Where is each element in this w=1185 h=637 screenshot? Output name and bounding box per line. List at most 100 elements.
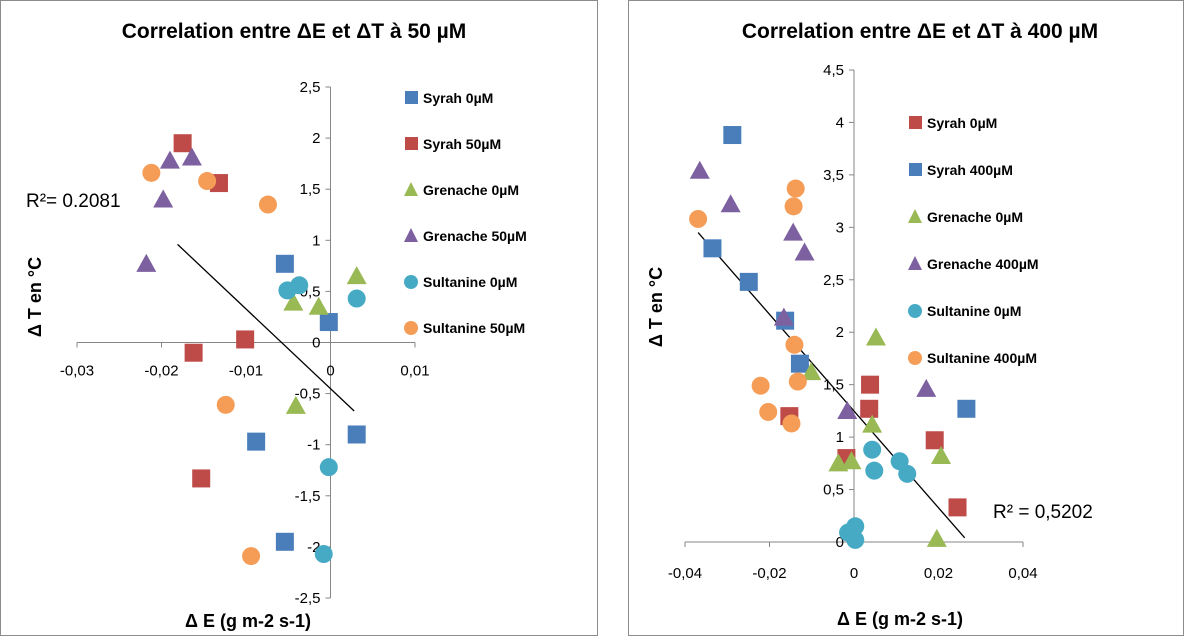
data-point-triangle: [689, 160, 710, 179]
data-point-circle: [846, 517, 865, 536]
r-squared-label: R²= 0.2081: [26, 191, 121, 212]
y-axis-title: Δ T en °C: [25, 257, 45, 337]
data-point-circle: [846, 530, 865, 549]
data-point-circle: [863, 440, 882, 459]
legend-label: Syrah 0µM: [423, 90, 493, 106]
x-tick-label: 0,02: [924, 565, 953, 582]
legend-label: Sultanine 0µM: [423, 274, 517, 290]
trendline: [177, 243, 355, 412]
data-point-triangle: [865, 327, 886, 346]
x-tick-label: 0: [326, 363, 334, 380]
data-point-triangle: [136, 253, 157, 272]
data-point-triangle: [308, 296, 329, 315]
x-tick-label: -0,02: [752, 565, 786, 582]
data-point-triangle: [153, 189, 174, 208]
data-point-circle: [751, 376, 770, 395]
data-point-circle: [785, 335, 804, 354]
legend-marker-triangle: [908, 209, 922, 223]
x-tick-label: -0,04: [668, 565, 702, 582]
data-point-circle: [216, 395, 235, 414]
data-point-circle: [689, 209, 708, 228]
y-tick-label: 2,5: [300, 79, 321, 96]
data-point-circle: [258, 195, 277, 214]
data-point-circle: [788, 372, 807, 391]
legend-marker-triangle: [404, 228, 418, 242]
x-tick-label: 0,01: [400, 363, 429, 380]
legend-label: Grenache 0µM: [423, 182, 519, 198]
chart-panel-400um: Correlation entre ΔE et ΔT à 400 µM 0 0,5 1…: [628, 0, 1184, 636]
legend-label: Sultanine 400µM: [927, 350, 1037, 366]
r-squared-label: R² = 0,5202: [993, 502, 1093, 523]
data-point-square: [247, 432, 266, 451]
data-point-circle: [198, 172, 217, 191]
legend-label: Sultanine 50µM: [423, 320, 525, 336]
y-tick-label: 2: [312, 130, 320, 147]
legend-marker-circle: [908, 351, 922, 365]
data-point-circle: [347, 289, 366, 308]
y-tick-label: 1: [312, 232, 320, 249]
data-point-square: [739, 272, 758, 291]
data-point-circle: [786, 179, 805, 198]
legend-marker-square: [909, 163, 922, 176]
data-point-triangle: [283, 292, 304, 311]
legend-marker-triangle: [908, 256, 922, 270]
data-point-square: [948, 498, 967, 517]
y-tick-label: 2,5: [823, 272, 844, 289]
data-point-circle: [314, 545, 333, 564]
y-tick-label: -2,5: [295, 590, 321, 607]
legend-label: Grenache 400µM: [927, 256, 1039, 272]
data-point-square: [236, 330, 255, 349]
data-point-circle: [784, 197, 803, 216]
data-point-triangle: [801, 362, 822, 381]
data-point-square: [860, 399, 879, 418]
y-tick-label: 0: [312, 335, 320, 352]
legend-marker-square: [405, 91, 418, 104]
x-axis-title: Δ E (g m-2 s-1): [837, 609, 963, 629]
data-point-circle: [142, 163, 161, 182]
data-point-circle: [898, 464, 917, 483]
legend-label: Sultanine 0µM: [927, 303, 1021, 319]
data-point-triangle: [926, 528, 947, 547]
data-point-square: [173, 134, 192, 153]
legend-marker-triangle: [404, 182, 418, 196]
data-point-triangle: [841, 451, 862, 470]
data-point-square: [347, 425, 366, 444]
y-axis-title: Δ T en °C: [646, 267, 666, 347]
chart-50um-svg: Correlation entre ΔE et ΔT à 50 µM-2,5-2…: [25, 20, 527, 631]
data-point-triangle: [720, 194, 741, 213]
y-tick-label: 2: [836, 324, 844, 341]
data-point-square: [790, 354, 809, 373]
data-point-triangle: [837, 400, 858, 419]
data-point-square: [319, 313, 338, 332]
chart-title: Correlation entre ΔE et ΔT à 400 µM: [742, 20, 1098, 43]
data-point-triangle: [794, 242, 815, 261]
data-point-circle: [759, 402, 778, 421]
legend-marker-square: [909, 116, 922, 129]
data-point-square: [861, 375, 880, 394]
data-point-square: [275, 532, 294, 551]
data-point-circle: [290, 276, 309, 295]
chart-title: Correlation entre ΔE et ΔT à 50 µM: [122, 20, 467, 43]
x-tick-label: 0,04: [1008, 565, 1037, 582]
data-point-square: [192, 469, 211, 488]
legend-label: Syrah 400µM: [927, 162, 1013, 178]
data-point-square: [184, 343, 203, 362]
legend-marker-circle: [404, 275, 418, 289]
data-point-triangle: [783, 222, 804, 241]
data-point-square: [703, 239, 722, 258]
data-point-triangle: [181, 147, 202, 166]
y-tick-label: 3,5: [823, 167, 844, 184]
y-tick-label: 4: [836, 114, 844, 131]
chart-panel-50um: Correlation entre ΔE et ΔT à 50 µM -2,5 -2…: [0, 0, 598, 636]
y-tick-label: 0,5: [823, 482, 844, 499]
data-point-triangle: [862, 414, 883, 433]
x-tick-label: -0,01: [229, 363, 263, 380]
data-point-triangle: [828, 453, 849, 472]
y-tick-label: 3: [836, 219, 844, 236]
x-tick-label: 0: [850, 565, 858, 582]
data-point-triangle: [931, 446, 952, 465]
x-tick-label: -0,02: [144, 363, 178, 380]
y-tick-label: 0: [836, 534, 844, 551]
x-tick-label: -0,03: [60, 363, 94, 380]
data-point-triangle: [773, 307, 794, 326]
